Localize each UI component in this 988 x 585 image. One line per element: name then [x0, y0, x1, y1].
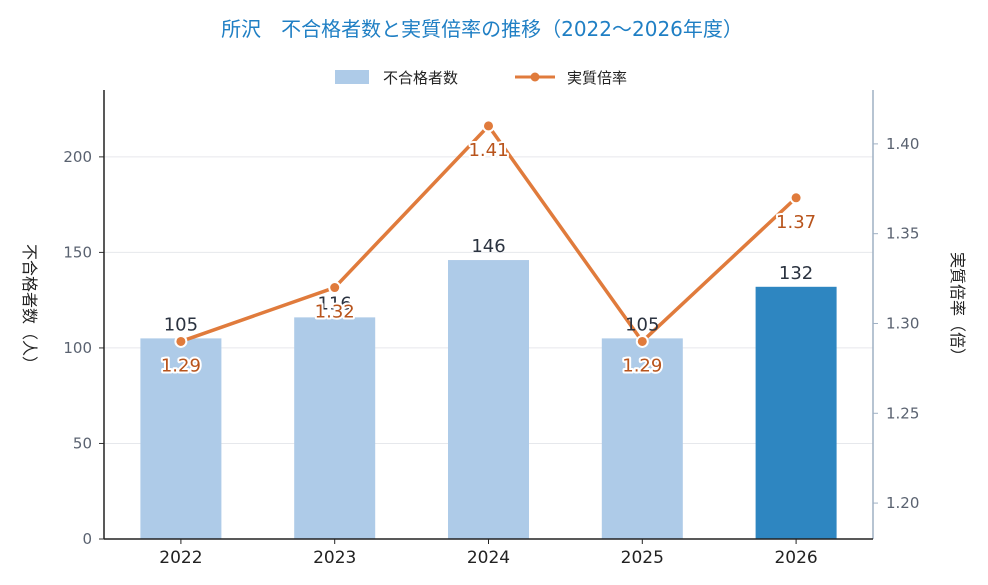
- legend-label-bar: 不合格者数: [383, 69, 458, 87]
- rate-point: [789, 191, 803, 205]
- x-tick-label: 2024: [467, 548, 510, 568]
- bar-value-label: 105: [625, 314, 659, 335]
- y-tick-label: 200: [63, 148, 92, 166]
- y-axis-title: 不合格者数（人）: [20, 244, 39, 372]
- rate-point: [174, 334, 188, 348]
- x-tick-label: 2025: [621, 548, 664, 568]
- rate-value-label: 1.32: [315, 302, 355, 323]
- bar: [601, 338, 683, 539]
- axes: 0 50 100 150 200 1.20 1.25 1.30 1.35 1.40 2022 2023…: [63, 90, 919, 568]
- y-tick-label: 150: [63, 243, 92, 261]
- legend-label-line: 実質倍率: [567, 69, 627, 87]
- bar: [448, 260, 529, 539]
- data-labels: 105 116 146 105 132 1.29 1.32 1.41 1.29 1.37: [159, 138, 818, 379]
- y-tick-label: 50: [73, 434, 92, 452]
- rate-point: [328, 281, 342, 295]
- y2-axis-title: 実質倍率（倍）: [948, 252, 967, 364]
- y2-tick-label: 1.25: [886, 404, 919, 422]
- rate-value-label: 1.29: [622, 355, 662, 376]
- bar-value-label: 105: [164, 314, 198, 335]
- y-tick-label: 100: [63, 339, 92, 357]
- rate-point: [482, 119, 495, 133]
- y2-tick-label: 1.40: [886, 135, 919, 153]
- rate-value-label: 1.29: [161, 355, 201, 376]
- bar-value-label: 132: [779, 263, 813, 284]
- y2-tick-label: 1.20: [886, 494, 919, 512]
- legend: 不合格者数 実質倍率: [335, 69, 627, 87]
- y-tick-label: 0: [82, 530, 92, 548]
- y2-tick-label: 1.35: [886, 225, 919, 243]
- legend-swatch-marker: [530, 72, 540, 82]
- bar: [755, 286, 837, 539]
- rate-value-label: 1.41: [468, 140, 508, 161]
- chart-title: 所沢 不合格者数と実質倍率の推移（2022〜2026年度）: [221, 17, 743, 41]
- bar-value-label: 116: [318, 293, 352, 314]
- legend-swatch-bar: [335, 70, 369, 84]
- x-tick-label: 2026: [774, 548, 817, 568]
- y2-tick-label: 1.30: [886, 314, 919, 332]
- bars: [140, 260, 837, 539]
- bar: [140, 338, 222, 539]
- rate-value-label: 1.37: [776, 212, 816, 233]
- x-tick-label: 2023: [313, 548, 356, 568]
- rate-point: [635, 334, 649, 348]
- bar: [294, 317, 376, 539]
- rate-line: [174, 119, 803, 348]
- bar-value-label: 146: [471, 236, 505, 257]
- x-tick-label: 2022: [159, 548, 202, 568]
